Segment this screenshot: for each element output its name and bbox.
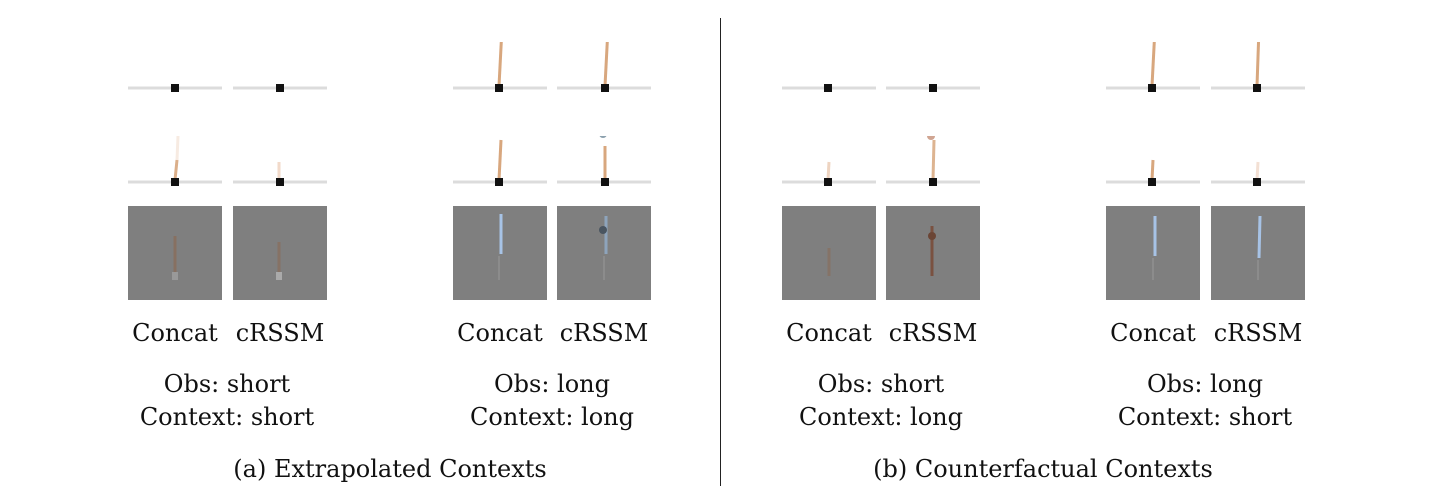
subfigure-caption: (a) Extrapolated Contexts bbox=[233, 455, 547, 483]
frame-ground-truth-concat bbox=[782, 42, 876, 136]
frame-ground-truth-concat bbox=[1106, 42, 1200, 136]
frame-reconstruction-concat bbox=[128, 136, 222, 230]
context-condition: Context: short bbox=[1117, 403, 1293, 431]
frame-context-crssm bbox=[886, 206, 980, 300]
frame-context-crssm bbox=[233, 206, 327, 300]
frame-reconstruction-crssm bbox=[557, 136, 651, 230]
frame-context-concat bbox=[128, 206, 222, 300]
section-divider bbox=[720, 18, 721, 486]
frame-reconstruction-crssm bbox=[1211, 136, 1305, 230]
method-label-crssm: cRSSM bbox=[888, 319, 978, 347]
frame-ground-truth-crssm bbox=[1211, 42, 1305, 136]
context-condition: Context: short bbox=[139, 403, 315, 431]
frame-reconstruction-concat bbox=[453, 136, 547, 230]
method-label-concat: Concat bbox=[457, 319, 543, 347]
frame-ground-truth-concat bbox=[453, 42, 547, 136]
frame-context-concat bbox=[1106, 206, 1200, 300]
context-condition: Context: long bbox=[799, 403, 963, 431]
frame-ground-truth-crssm bbox=[233, 42, 327, 136]
obs-condition: Obs: long bbox=[1146, 370, 1263, 398]
context-condition: Context: long bbox=[470, 403, 634, 431]
method-label-crssm: cRSSM bbox=[1213, 319, 1303, 347]
frame-ground-truth-concat bbox=[128, 42, 222, 136]
subfigure-caption: (b) Counterfactual Contexts bbox=[873, 455, 1213, 483]
frame-ground-truth-crssm bbox=[557, 42, 651, 136]
method-label-concat: Concat bbox=[786, 319, 872, 347]
obs-condition: Obs: short bbox=[163, 370, 291, 398]
frame-reconstruction-crssm bbox=[233, 136, 327, 230]
method-label-concat: Concat bbox=[132, 319, 218, 347]
frame-context-concat bbox=[782, 206, 876, 300]
frame-context-crssm bbox=[1211, 206, 1305, 300]
obs-condition: Obs: short bbox=[817, 370, 945, 398]
method-label-crssm: cRSSM bbox=[559, 319, 649, 347]
frame-reconstruction-crssm bbox=[886, 136, 980, 230]
frame-ground-truth-crssm bbox=[886, 42, 980, 136]
method-label-concat: Concat bbox=[1110, 319, 1196, 347]
frame-context-concat bbox=[453, 206, 547, 300]
frame-context-crssm bbox=[557, 206, 651, 300]
frame-reconstruction-concat bbox=[1106, 136, 1200, 230]
method-label-crssm: cRSSM bbox=[235, 319, 325, 347]
frame-reconstruction-concat bbox=[782, 136, 876, 230]
obs-condition: Obs: long bbox=[493, 370, 610, 398]
